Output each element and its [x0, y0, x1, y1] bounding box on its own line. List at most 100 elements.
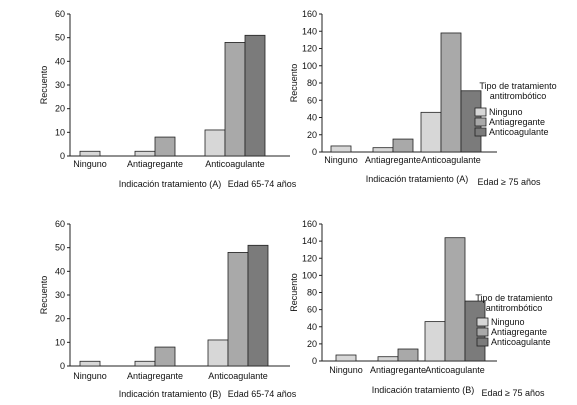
y-tick-label: 50: [55, 243, 65, 253]
y-tick-label: 60: [55, 219, 65, 229]
y-axis-title: Recuento: [39, 66, 49, 105]
bar-antiagregante-antiagregante: [154, 346, 176, 367]
x-category-label: Ninguno: [73, 159, 107, 169]
y-tick-label: 60: [307, 95, 317, 105]
bar-antiagregante-ninguno: [377, 356, 399, 362]
bar-anticoagulante-anticoagulante: [247, 244, 269, 367]
x-category-label: Antiagregante: [127, 159, 183, 169]
bar-antiagregante-antiagregante: [397, 348, 419, 362]
x-category-label: Anticoagulante: [205, 159, 265, 169]
legend-swatch-ninguno: [476, 317, 489, 327]
legend-label-antiagregante: Antiagregante: [491, 327, 547, 337]
y-tick-label: 160: [302, 219, 317, 229]
x-category-label: Ninguno: [329, 365, 363, 375]
bar-antiagregante-ninguno: [134, 150, 156, 157]
bar-antiagregante-antiagregante: [392, 138, 414, 153]
y-tick-label: 160: [302, 9, 317, 19]
x-axis-title: Indicación tratamiento (B): [372, 385, 475, 395]
legend-label-anticoagulante: Anticoagulante: [489, 127, 549, 137]
y-tick-label: 0: [312, 147, 317, 157]
y-tick-label: 40: [307, 322, 317, 332]
y-tick-label: 20: [307, 339, 317, 349]
bar-ninguno-ninguno: [330, 145, 352, 153]
y-tick-label: 50: [55, 33, 65, 43]
y-tick-label: 0: [312, 356, 317, 366]
y-tick-label: 20: [55, 104, 65, 114]
x-category-label: Antiagregante: [370, 365, 426, 375]
legend-swatch-anticoagulante: [476, 337, 489, 347]
legend-title-line-1: Tipo de tratamiento: [479, 81, 556, 91]
chart-panel-1: 0 10 20 30 40 50 60 Recuento Ninguno Antiagregant…: [39, 9, 297, 189]
bar-antiagregante-ninguno: [372, 147, 394, 153]
bar-anticoagulante-ninguno: [424, 321, 446, 362]
y-tick-label: 140: [302, 236, 317, 246]
legend-swatch-anticoagulante: [474, 127, 487, 137]
bar-anticoagulante-ninguno: [207, 339, 229, 367]
y-tick-label: 80: [307, 288, 317, 298]
legend-title-line-2: antitrombótico: [490, 91, 547, 101]
age-group-label: Edad ≥ 75 años: [482, 388, 545, 398]
legend-label-ninguno: Ninguno: [489, 107, 523, 117]
bar-ninguno-ninguno: [79, 150, 101, 157]
bar-anticoagulante-antiagregante: [440, 32, 462, 153]
x-category-label: Antiagregante: [127, 371, 183, 381]
bar-ninguno-ninguno: [335, 354, 357, 362]
x-category-label: Ninguno: [324, 155, 358, 165]
y-tick-label: 60: [55, 9, 65, 19]
bar-anticoagulante-ninguno: [204, 129, 226, 157]
bar-anticoagulante-antiagregante: [444, 237, 466, 362]
legend-swatch-antiagregante: [474, 117, 487, 127]
x-axis-title: Indicación tratamiento (A): [366, 174, 469, 184]
y-tick-label: 100: [302, 61, 317, 71]
age-group-label: Edad 65-74 años: [228, 389, 297, 399]
y-tick-label: 30: [55, 80, 65, 90]
bar-anticoagulante-ninguno: [420, 111, 442, 153]
y-tick-label: 20: [55, 314, 65, 324]
x-category-label: Anticoagulante: [208, 371, 268, 381]
chart-panel-3: 0 10 20 30 40 50 60 Recuento Ninguno Antiagregant…: [39, 219, 297, 399]
y-tick-label: 0: [60, 151, 65, 161]
bar-anticoagulante-anticoagulante: [244, 34, 266, 157]
y-tick-label: 20: [307, 130, 317, 140]
y-tick-label: 0: [60, 361, 65, 371]
y-tick-label: 120: [302, 44, 317, 54]
x-category-label: Ninguno: [73, 371, 107, 381]
bar-antiagregante-antiagregante: [154, 136, 176, 157]
y-tick-label: 120: [302, 253, 317, 263]
bar-antiagregante-ninguno: [134, 360, 156, 367]
legend-swatch-ninguno: [474, 107, 487, 117]
y-tick-label: 40: [55, 56, 65, 66]
legend-title-line-2: antitrombótico: [486, 303, 543, 313]
y-tick-label: 40: [307, 113, 317, 123]
y-tick-label: 10: [55, 127, 65, 137]
y-tick-label: 60: [307, 305, 317, 315]
y-tick-label: 100: [302, 270, 317, 280]
bar-ninguno-ninguno: [79, 360, 101, 367]
y-axis-title: Recuento: [289, 273, 299, 312]
x-axis-title: Indicación tratamiento (B): [119, 389, 222, 399]
y-tick-label: 10: [55, 337, 65, 347]
x-category-label: Anticoagulante: [421, 155, 481, 165]
legend-label-anticoagulante: Anticoagulante: [491, 337, 551, 347]
x-axis-title: Indicación tratamiento (A): [119, 179, 222, 189]
bar-anticoagulante-antiagregante: [227, 251, 249, 367]
y-tick-label: 140: [302, 26, 317, 36]
legend-label-ninguno: Ninguno: [491, 317, 525, 327]
y-axis-title: Recuento: [289, 64, 299, 103]
x-category-label: Anticoagulante: [425, 365, 485, 375]
y-tick-label: 40: [55, 266, 65, 276]
legend-title-line-1: Tipo de tratamiento: [475, 293, 552, 303]
y-tick-label: 80: [307, 78, 317, 88]
age-group-label: Edad 65-74 años: [228, 179, 297, 189]
y-axis-title: Recuento: [39, 276, 49, 315]
legend-swatch-antiagregante: [476, 327, 489, 337]
y-tick-label: 30: [55, 290, 65, 300]
legend-label-antiagregante: Antiagregante: [489, 117, 545, 127]
x-category-label: Antiagregante: [365, 155, 421, 165]
bar-anticoagulante-antiagregante: [224, 42, 246, 157]
